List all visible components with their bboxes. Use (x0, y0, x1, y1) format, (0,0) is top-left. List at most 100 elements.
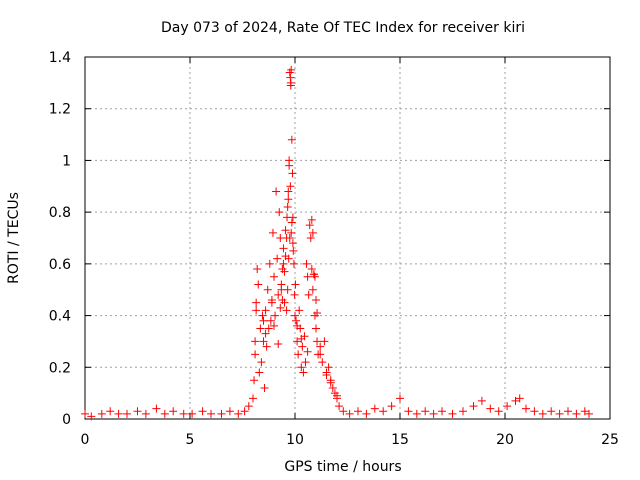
y-tick-label: 0.8 (49, 205, 71, 221)
data-point (262, 342, 271, 351)
data-point (292, 316, 301, 325)
data-point (469, 402, 478, 411)
data-point (264, 324, 273, 333)
data-point (304, 290, 313, 299)
data-point (515, 394, 524, 403)
data-point (275, 208, 284, 217)
data-point (106, 407, 115, 416)
data-point (198, 407, 207, 416)
data-point (114, 409, 123, 418)
data-point (133, 407, 142, 416)
data-point (261, 329, 270, 338)
data-point (257, 358, 266, 367)
data-point (572, 409, 581, 418)
data-point (305, 221, 314, 230)
data-point (288, 169, 297, 178)
data-point (312, 296, 320, 305)
data-points (81, 65, 593, 421)
data-point (306, 234, 315, 242)
data-point (354, 407, 362, 416)
data-point (266, 316, 275, 325)
y-tick-label: 1.4 (49, 50, 71, 66)
data-point (277, 285, 286, 294)
data-point (288, 213, 297, 222)
data-point (286, 81, 295, 90)
data-point (429, 409, 438, 418)
data-point (252, 298, 261, 307)
data-point (284, 195, 293, 204)
data-point (253, 265, 262, 274)
data-point (328, 383, 337, 392)
data-point (251, 337, 260, 346)
data-point (522, 404, 530, 413)
data-point (270, 321, 278, 330)
data-point (459, 407, 467, 416)
data-point (267, 296, 276, 305)
data-point (250, 376, 259, 385)
data-point (412, 409, 421, 418)
y-tick-label: 1 (62, 153, 71, 169)
data-point (307, 215, 316, 224)
data-point (283, 202, 292, 211)
data-point (438, 407, 446, 416)
x-tick-label: 20 (496, 432, 514, 448)
data-point (494, 407, 503, 416)
data-point (259, 337, 268, 346)
data-point (294, 350, 303, 359)
data-point (316, 342, 325, 351)
y-tick-label: 0 (62, 412, 71, 428)
data-point (324, 363, 333, 372)
data-point (486, 404, 495, 413)
data-point (404, 407, 413, 416)
data-point (217, 409, 226, 418)
data-point (286, 73, 295, 82)
data-point (287, 218, 296, 227)
data-point (288, 239, 297, 248)
data-point (318, 358, 327, 367)
data-point (274, 340, 283, 349)
data-point (297, 363, 306, 372)
data-point (308, 285, 317, 294)
data-point (379, 407, 388, 416)
data-point (287, 228, 296, 237)
data-point (270, 272, 278, 281)
plot-frame (84, 56, 611, 420)
data-point (313, 337, 322, 346)
data-point (477, 396, 486, 405)
data-point (303, 272, 312, 281)
data-point (276, 303, 285, 312)
data-point (320, 337, 329, 346)
data-point (370, 404, 379, 413)
data-point (503, 402, 512, 411)
data-point (244, 402, 253, 411)
data-point (289, 259, 298, 268)
data-point (271, 311, 280, 320)
y-tick-label: 0.2 (49, 360, 71, 376)
data-point (547, 407, 556, 416)
grid-lines (85, 57, 610, 419)
data-point (297, 334, 306, 343)
data-point (290, 290, 299, 299)
data-point (564, 407, 572, 416)
data-point (272, 187, 281, 196)
data-point (188, 409, 197, 418)
data-point (291, 280, 300, 289)
data-point (530, 407, 539, 416)
data-point (302, 259, 311, 268)
data-point (249, 394, 257, 403)
data-point (396, 394, 404, 403)
data-point (259, 316, 268, 325)
y-tick-label: 0.4 (49, 309, 71, 325)
data-point (268, 228, 277, 237)
data-point (225, 407, 234, 416)
data-point (299, 368, 308, 377)
data-point (141, 409, 150, 418)
data-point (339, 407, 348, 416)
data-point (280, 267, 289, 276)
data-point (97, 409, 106, 418)
data-point (252, 306, 261, 315)
data-point (301, 358, 310, 367)
data-point (326, 378, 335, 387)
data-point (285, 161, 294, 170)
